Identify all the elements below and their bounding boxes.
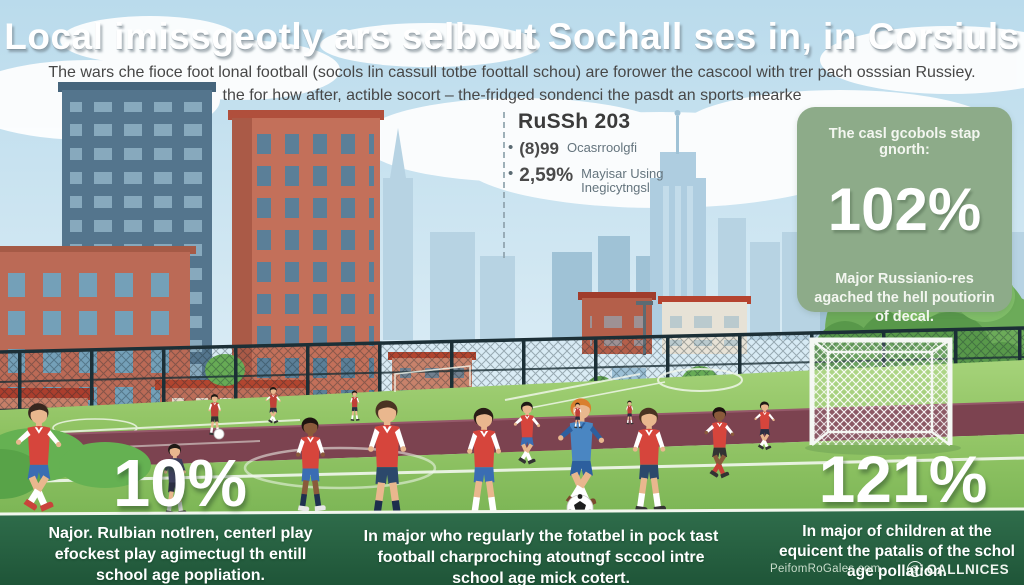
dashed-divider xyxy=(503,112,505,258)
footer: PeifomRoGales com @ CALLNICES xyxy=(770,561,1009,577)
stats-panel: RuSSh 203 • (8)99 Ocasrroolgfi • 2,59% M… xyxy=(508,110,699,202)
stat-label: Mayisar Using Inegicytngsl xyxy=(581,165,664,196)
soccer-goal xyxy=(805,337,961,455)
bullet-icon: • xyxy=(508,164,514,182)
subtitle-line-2: the for how after, actible socort – the-… xyxy=(222,87,802,105)
footer-handle-name: CALLNICES xyxy=(926,561,1010,577)
at-icon: @ xyxy=(906,561,923,577)
bullet-icon: • xyxy=(508,139,514,156)
soccer-ball-small xyxy=(213,428,225,440)
stat-value: (8)99 xyxy=(519,139,559,158)
card-value: 102% xyxy=(827,176,982,243)
stat-item: • (8)99 Ocasrroolgfi xyxy=(508,139,699,159)
card-heading: The casl gcobols stap gnorth: xyxy=(828,126,981,158)
stat-item: • 2,59% Mayisar Using Inegicytngsl xyxy=(508,164,699,197)
stat-label: Ocasrroolgfi xyxy=(566,140,638,155)
stats-heading: RuSSh 203 xyxy=(518,110,631,133)
stat-right-value: 121% xyxy=(818,442,988,516)
caption-center: In major who regularly the fotatbel in p… xyxy=(363,528,719,585)
page-subtitle: The wars che fioce foot lonal football (… xyxy=(0,61,1024,107)
card-caption: Major Russianio-res agached the hell pou… xyxy=(814,271,995,325)
stat-left-value: 10% xyxy=(112,446,248,521)
upper-pitch xyxy=(0,360,1024,440)
highlight-card: The casl gcobols stap gnorth: 102% Major… xyxy=(797,107,1012,325)
subtitle-line-1: The wars che fioce foot lonal football (… xyxy=(48,64,976,81)
footer-handle: @ CALLNICES xyxy=(906,561,1010,577)
bottom-band xyxy=(0,507,1024,585)
caption-left: Najor. Rulbian notlren, centerl play efo… xyxy=(48,525,313,584)
page-title: Local imissgeotly ars selbout Sochall se… xyxy=(4,16,1020,57)
stat-value: 2,59% xyxy=(519,164,574,186)
footer-site: PeifomRoGales com xyxy=(770,563,881,575)
